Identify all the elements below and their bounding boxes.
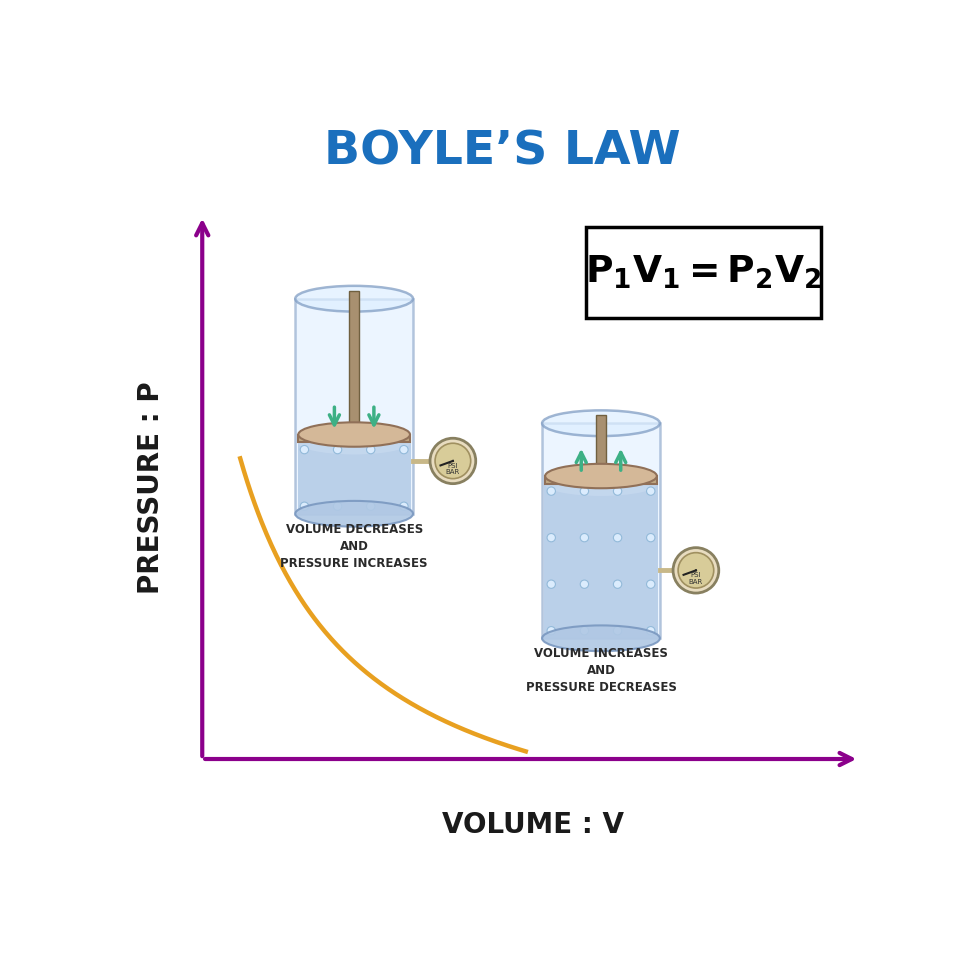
- Circle shape: [647, 626, 655, 635]
- Circle shape: [613, 533, 621, 542]
- Circle shape: [547, 626, 556, 635]
- Circle shape: [547, 487, 556, 495]
- Text: VOLUME DECREASES
AND
PRESSURE INCREASES: VOLUME DECREASES AND PRESSURE INCREASES: [280, 522, 428, 569]
- Circle shape: [673, 548, 718, 593]
- Text: PRESSURE : P: PRESSURE : P: [137, 381, 166, 594]
- Bar: [298, 434, 410, 442]
- Ellipse shape: [545, 464, 657, 488]
- Circle shape: [300, 446, 309, 454]
- Circle shape: [613, 580, 621, 588]
- Circle shape: [547, 533, 556, 542]
- Bar: [596, 416, 606, 479]
- Circle shape: [580, 626, 589, 635]
- Bar: [545, 476, 657, 483]
- Ellipse shape: [298, 429, 411, 455]
- Circle shape: [613, 626, 621, 635]
- Ellipse shape: [295, 286, 413, 312]
- Circle shape: [300, 502, 309, 511]
- Bar: [298, 441, 411, 513]
- Circle shape: [647, 580, 655, 588]
- Circle shape: [430, 438, 475, 484]
- Circle shape: [580, 580, 589, 588]
- Circle shape: [333, 446, 342, 454]
- Ellipse shape: [542, 411, 660, 436]
- Circle shape: [647, 533, 655, 542]
- Circle shape: [333, 502, 342, 511]
- Circle shape: [367, 502, 375, 511]
- Circle shape: [367, 446, 375, 454]
- Circle shape: [580, 533, 589, 542]
- Circle shape: [695, 569, 697, 571]
- Circle shape: [678, 553, 713, 588]
- Ellipse shape: [298, 422, 410, 447]
- Ellipse shape: [542, 625, 660, 651]
- Text: $\mathbf{P_1V_1{=}P_2V_2}$: $\mathbf{P_1V_1{=}P_2V_2}$: [585, 254, 822, 291]
- Bar: [349, 291, 359, 437]
- Text: PSI
BAR: PSI BAR: [446, 463, 460, 475]
- Circle shape: [547, 580, 556, 588]
- Circle shape: [613, 487, 621, 495]
- Circle shape: [647, 487, 655, 495]
- Circle shape: [400, 502, 408, 511]
- Bar: [295, 299, 413, 514]
- FancyBboxPatch shape: [586, 227, 821, 318]
- Circle shape: [580, 487, 589, 495]
- Text: BOYLE’S LAW: BOYLE’S LAW: [324, 129, 680, 174]
- Bar: [542, 423, 660, 638]
- Bar: [545, 483, 658, 638]
- Text: VOLUME INCREASES
AND
PRESSURE DECREASES: VOLUME INCREASES AND PRESSURE DECREASES: [525, 648, 676, 694]
- Ellipse shape: [545, 471, 658, 496]
- Circle shape: [400, 446, 408, 454]
- Ellipse shape: [295, 501, 413, 526]
- Circle shape: [452, 460, 454, 463]
- Text: PSI
BAR: PSI BAR: [689, 572, 703, 585]
- Text: VOLUME : V: VOLUME : V: [442, 811, 623, 840]
- Circle shape: [435, 443, 470, 478]
